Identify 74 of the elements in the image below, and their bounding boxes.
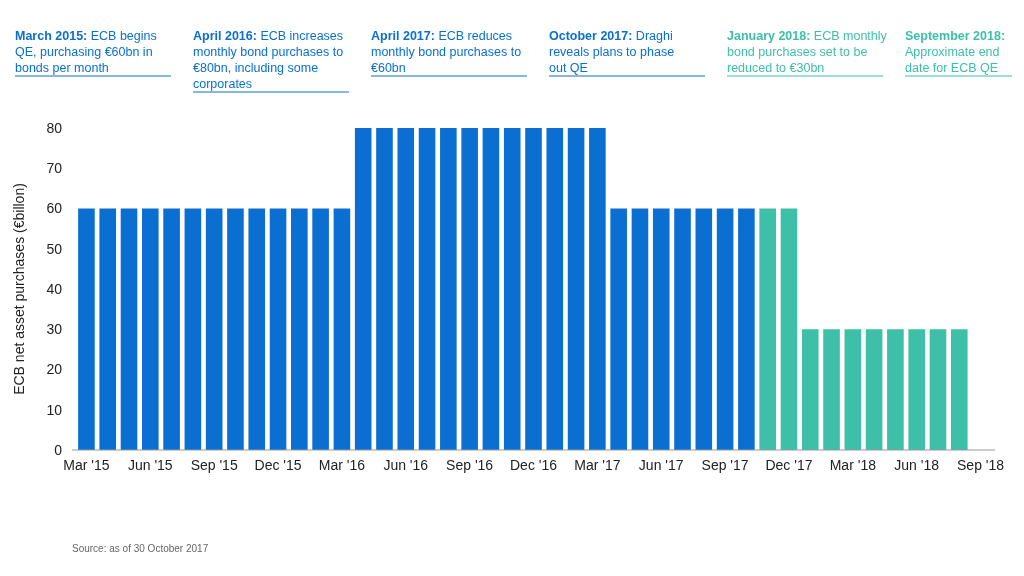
y-tick-label: 60: [46, 200, 63, 217]
bar: [291, 208, 308, 450]
bar: [631, 208, 649, 450]
x-tick-label: Mar '16: [318, 457, 366, 473]
text: March 2015: ECB begins QE, purchasing €60bn in bonds per month: [15, 29, 157, 75]
bar: [674, 208, 691, 450]
bar: [440, 128, 457, 450]
bar: [865, 329, 883, 450]
bar: [142, 208, 159, 450]
bar: [482, 128, 500, 450]
text: April 2016: ECB increases monthly bond purchases to €80bn, including some corporates: [193, 29, 344, 91]
y-tick-label: 10: [46, 401, 63, 418]
bar: [716, 208, 734, 450]
x-tick-label: Dec '16: [509, 457, 558, 473]
x-tick-label: Sep '17: [701, 457, 749, 473]
y-tick-label: 50: [46, 240, 63, 257]
bar: [567, 128, 585, 450]
source-note: Source: as of 30 October 2017: [72, 543, 209, 554]
x-tick-label: Jun '16: [383, 457, 429, 473]
bar: [312, 208, 329, 450]
bar: [461, 128, 478, 450]
y-tick-label: 20: [46, 361, 63, 378]
x-tick-label: Mar '15: [63, 457, 110, 473]
bar: [376, 128, 393, 450]
y-axis-title: ECB net asset purchases (€billon): [11, 183, 27, 395]
bar: [163, 208, 180, 450]
bar: [248, 208, 266, 450]
bar: [503, 128, 521, 450]
x-tick-label: Sep '15: [190, 457, 238, 473]
text: October 2017: Draghi reveals plans to phase out QE: [549, 29, 675, 75]
bar: [759, 208, 776, 450]
x-tick-label: Sep '18: [957, 457, 1005, 473]
bar: [78, 208, 95, 450]
text: September 2018: Approximate end date for ECB QE: [905, 29, 1006, 75]
x-tick-label: Sep '16: [446, 457, 494, 473]
bar: [333, 208, 351, 450]
text: April 2017: ECB reduces monthly bond purchases to €60bn: [371, 29, 522, 75]
bar: [269, 208, 287, 450]
x-tick-label: Mar '18: [829, 457, 877, 473]
bar: [227, 208, 244, 450]
bar: [823, 329, 840, 450]
bar: [652, 208, 670, 450]
bar: [184, 208, 202, 450]
x-tick-label: Jun '17: [638, 457, 684, 473]
bar: [99, 208, 117, 450]
bar: [354, 128, 372, 450]
bar: [120, 208, 138, 450]
bar: [801, 329, 819, 450]
text: January 2018: ECB monthly bond purchases set to be reduced to €30bn: [727, 29, 888, 75]
bar: [929, 329, 947, 450]
y-tick-label: 80: [46, 119, 63, 136]
y-tick-label: 70: [46, 160, 63, 177]
y-tick-label: 30: [46, 321, 63, 338]
x-tick-label: Mar '17: [574, 457, 621, 473]
bar: [525, 128, 542, 450]
bar: [738, 208, 755, 450]
bar: [610, 208, 627, 450]
bar: [695, 208, 713, 450]
bar: [887, 329, 904, 450]
y-tick-label: 0: [54, 441, 63, 458]
bar: [950, 329, 968, 450]
bar: [205, 208, 223, 450]
x-tick-label: Jun '18: [894, 457, 940, 473]
x-tick-label: Dec '17: [765, 457, 813, 473]
bar: [418, 128, 436, 450]
bar: [546, 128, 564, 450]
bar: [589, 128, 606, 450]
y-tick-label: 40: [46, 280, 63, 297]
bar: [908, 329, 925, 450]
x-tick-label: Dec '15: [254, 457, 302, 473]
bar: [780, 208, 798, 450]
x-tick-label: Jun '15: [127, 457, 173, 473]
bar: [397, 128, 415, 450]
bar: [844, 329, 862, 450]
